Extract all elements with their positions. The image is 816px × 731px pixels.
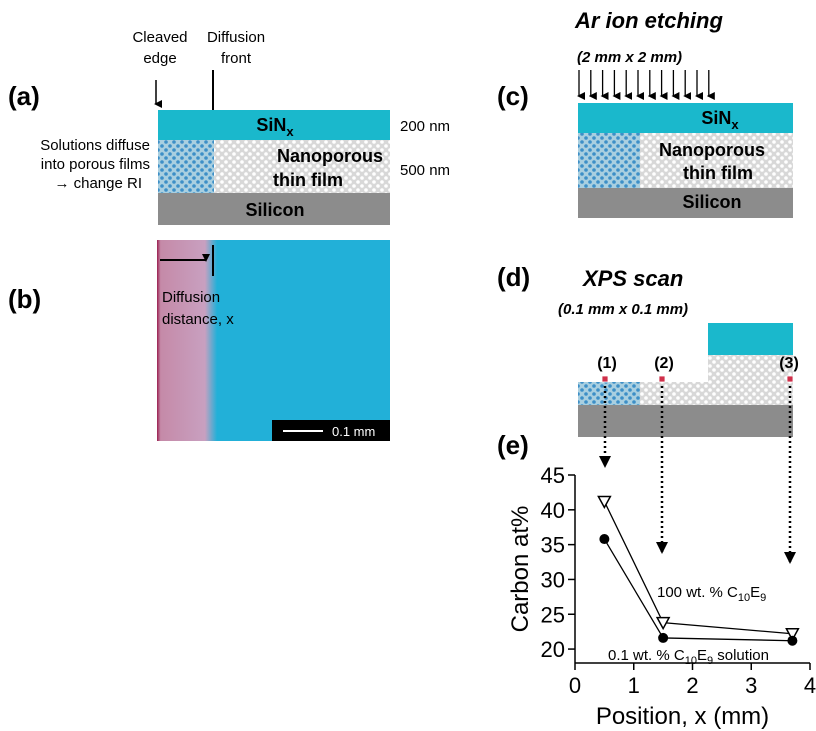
- panel-label: (b): [8, 284, 41, 314]
- series-label-part: 9: [760, 592, 766, 604]
- series-label-part: E: [697, 647, 707, 664]
- scan-spot: [787, 376, 793, 382]
- panel-label: (c): [497, 81, 529, 111]
- note: Solutions diffuse: [40, 137, 150, 154]
- x-tick-label: 3: [745, 673, 757, 698]
- layer-label: Silicon: [682, 192, 741, 212]
- y-tick-label: 20: [541, 637, 565, 662]
- x-tick-label: 2: [686, 673, 698, 698]
- sin-layer: [708, 323, 793, 355]
- y-tick-label: 35: [541, 533, 565, 558]
- diffused-region: [158, 140, 214, 193]
- panel-subtitle: (2 mm x 2 mm): [577, 49, 682, 66]
- y-tick-label: 25: [541, 602, 565, 627]
- y-axis-label: Carbon at%: [507, 506, 534, 633]
- annotation: Cleaved: [132, 29, 187, 46]
- series-label-part: 100 wt. % C: [657, 584, 738, 601]
- annotation: edge: [143, 50, 176, 67]
- series-label: 100 wt. % C10E9: [657, 584, 766, 604]
- thickness: 200 nm: [400, 118, 450, 135]
- layer-label: Nanoporous: [277, 146, 383, 166]
- series-line: [604, 501, 792, 633]
- x-axis-label: Position, x (mm): [596, 703, 769, 730]
- panel-label: (a): [8, 81, 40, 111]
- chart: 20 25 30 35 40 45 0 1 2 3 4 Position, x (mm) Carbon …: [507, 463, 816, 730]
- x-tick-label: 1: [628, 673, 640, 698]
- diffused-region: [578, 133, 640, 188]
- panel-label: (d): [497, 262, 530, 292]
- panel-title: XPS scan: [581, 266, 683, 291]
- position-label: (3): [779, 355, 799, 372]
- layer-label: thin film: [683, 163, 753, 183]
- diffused-region: [578, 382, 640, 405]
- series-label-part: 0.1 wt. % C: [608, 647, 685, 664]
- diffused-zone: [157, 240, 217, 441]
- position-label: (2): [654, 355, 674, 372]
- y-tick-label: 40: [541, 498, 565, 523]
- panel-title: Ar ion etching: [574, 8, 723, 33]
- panel-subtitle: (0.1 mm x 0.1 mm): [558, 301, 688, 318]
- annotation: Diffusion: [207, 29, 265, 46]
- figure: (a) (b) (c) (d) (e) Cleaved edge Diffusi…: [0, 0, 816, 731]
- point: [598, 496, 610, 507]
- silicon-layer: [578, 405, 793, 437]
- note: → change RI: [54, 175, 142, 192]
- series-label-part: 10: [738, 592, 750, 604]
- point: [658, 633, 668, 643]
- note: into porous films: [41, 156, 150, 173]
- y-tick-label: 30: [541, 567, 565, 592]
- series-label: 0.1 wt. % C10E9 solution: [608, 647, 769, 667]
- x-tick-label: 0: [569, 673, 581, 698]
- point: [599, 534, 609, 544]
- thickness: 500 nm: [400, 162, 450, 179]
- position-label: (1): [597, 355, 617, 372]
- scan-spot: [659, 376, 665, 382]
- annotation: front: [221, 50, 252, 67]
- panel-label: (e): [497, 430, 529, 460]
- scale-label: 0.1 mm: [332, 424, 375, 439]
- y-tick-label: 45: [541, 463, 565, 488]
- scan-spot: [602, 376, 608, 382]
- series-label-part: 10: [685, 655, 697, 667]
- series-label-part: solution: [713, 647, 769, 664]
- annotation: distance, x: [162, 311, 234, 328]
- x-tick-label: 4: [804, 673, 816, 698]
- sin-layer: [578, 103, 793, 133]
- series-label-part: E: [750, 584, 760, 601]
- layer-label: Silicon: [245, 200, 304, 220]
- ion-arrows: [579, 70, 709, 96]
- point: [787, 636, 797, 646]
- layer-label: thin film: [273, 170, 343, 190]
- layer-label: Nanoporous: [659, 140, 765, 160]
- annotation: Diffusion: [162, 289, 220, 306]
